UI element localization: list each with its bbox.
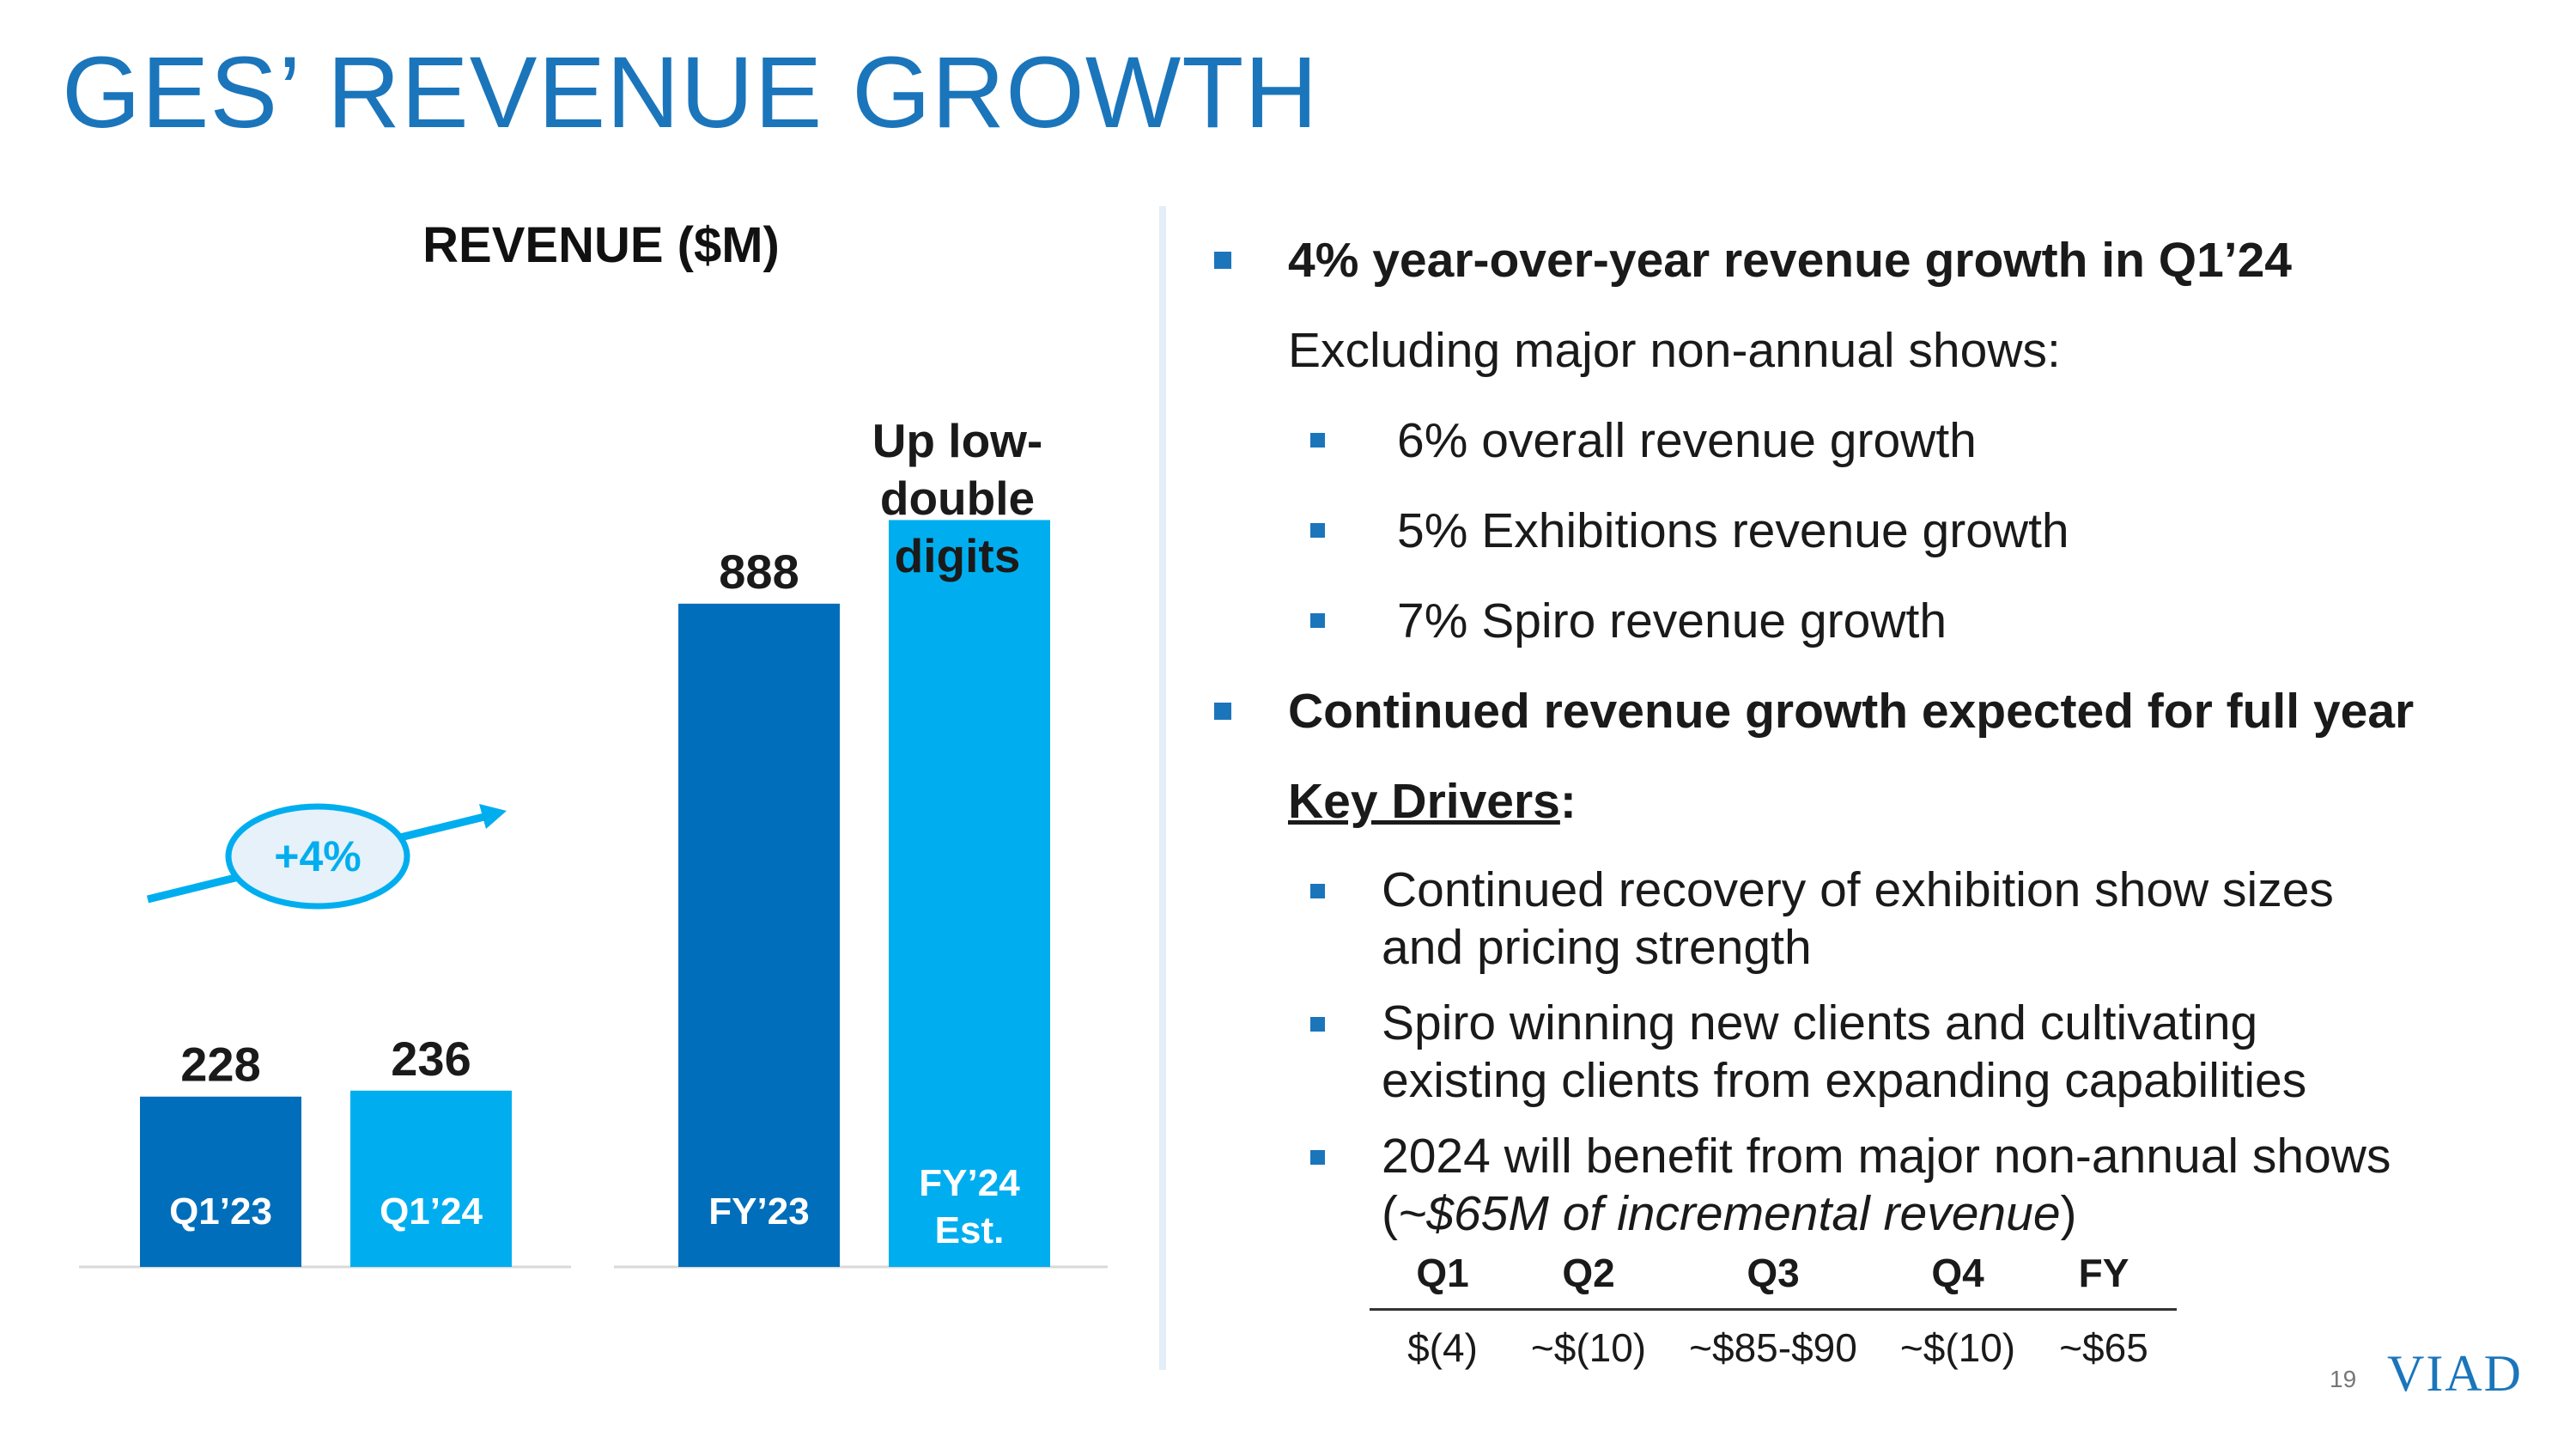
fy24-note-line2: double — [880, 472, 1035, 525]
driver-3-text: 2024 will benefit from major non-annual … — [1382, 1128, 2391, 1243]
bar-2 — [678, 603, 840, 1267]
category-label-1: Q1’24 — [380, 1190, 483, 1233]
table-cell: ~$(10) — [1899, 1325, 2016, 1370]
quarterly-impact-table: Q1 Q2 Q3 Q4 FY $(4) ~$(10) ~$85-$90 ~$(1… — [1370, 1250, 2177, 1371]
category-label-0: Q1’23 — [169, 1190, 272, 1233]
bullet-square-icon — [1214, 252, 1231, 269]
fy24-note-line3: digits — [895, 529, 1021, 582]
bullet-1: 4% year-over-year revenue growth in Q1’2… — [1214, 230, 2292, 290]
driver-1-line1: Continued recovery of exhibition show si… — [1382, 862, 2334, 917]
page-title: GES’ REVENUE GROWTH — [62, 36, 1319, 149]
driver-1-text: Continued recovery of exhibition show si… — [1382, 861, 2334, 977]
table-cell: ~$85-$90 — [1689, 1325, 1857, 1370]
table-header: Q3 — [1662, 1250, 1885, 1311]
driver-3: 2024 will benefit from major non-annual … — [1310, 1128, 2391, 1243]
table-header: FY — [2031, 1250, 2177, 1311]
driver-3-line1: 2024 will benefit from major non-annual … — [1382, 1129, 2391, 1184]
incremental-revenue: ~$65M of incremental revenue — [1397, 1186, 2061, 1241]
sub-bullet-2: 5% Exhibitions revenue growth — [1310, 501, 2069, 561]
table-cell: ~$65 — [2059, 1325, 2148, 1370]
category-label-3-0: FY’24 — [919, 1162, 1020, 1204]
sub-bullet-1-text: 6% overall revenue growth — [1397, 413, 1977, 468]
fy24-note-line1: Up low- — [872, 414, 1043, 467]
bar-1 — [350, 1090, 512, 1267]
bullet-2-text: Continued revenue growth expected for fu… — [1288, 684, 2415, 739]
key-drivers-label: Key Drivers — [1288, 774, 1560, 829]
viad-logo: VIAD — [2387, 1345, 2523, 1402]
bullet-square-icon — [1310, 433, 1325, 447]
category-label-3-1: Est. — [935, 1209, 1005, 1251]
driver-2-text: Spiro winning new clients and cultivatin… — [1382, 995, 2306, 1110]
growth-bubble-label: +4% — [274, 832, 361, 880]
value-label-0: 228 — [180, 1038, 260, 1092]
sub-bullet-1: 6% overall revenue growth — [1310, 411, 1977, 471]
bullet-square-icon — [1310, 613, 1325, 628]
driver-3-line2: (~$65M of incremental revenue) — [1382, 1185, 2391, 1243]
sub-bullet-2-text: 5% Exhibitions revenue growth — [1397, 503, 2069, 558]
bullet-square-icon — [1310, 523, 1325, 538]
key-drivers-heading: Key Drivers: — [1288, 771, 1577, 831]
sub-bullet-3: 7% Spiro revenue growth — [1310, 591, 1947, 651]
category-label-2: FY’23 — [708, 1190, 809, 1233]
bullet-square-icon — [1214, 703, 1231, 720]
sub-bullet-3-text: 7% Spiro revenue growth — [1397, 594, 1947, 648]
driver-2-line1: Spiro winning new clients and cultivatin… — [1382, 995, 2258, 1050]
bullet-square-icon — [1310, 1017, 1325, 1032]
vertical-divider — [1159, 206, 1166, 1370]
table-header-row: Q1 Q2 Q3 Q4 FY — [1370, 1250, 2177, 1311]
value-label-2: 888 — [719, 545, 799, 599]
excl-line: Excluding major non-annual shows: — [1288, 320, 2061, 381]
table-cell: ~$(10) — [1530, 1325, 1647, 1370]
driver-2-line2: existing clients from expanding capabili… — [1382, 1053, 2307, 1108]
excl-text: Excluding major non-annual shows: — [1288, 323, 2061, 378]
value-label-1: 236 — [391, 1032, 471, 1086]
table-row: $(4) ~$(10) ~$85-$90 ~$(10) ~$65 — [1370, 1310, 2177, 1372]
table-header: Q2 — [1516, 1250, 1662, 1311]
bar-3 — [889, 520, 1050, 1267]
revenue-chart: REVENUE ($M) 228 Q1’23 236 Q1’24 888 FY’23 FY’… — [79, 217, 1108, 1269]
bullet-1-text: 4% year-over-year revenue growth in Q1’2… — [1288, 233, 2293, 288]
paren-close: ) — [2060, 1186, 2077, 1241]
bullet-square-icon — [1310, 884, 1325, 898]
table-header: Q1 — [1370, 1250, 1516, 1311]
page-number: 19 — [2330, 1366, 2357, 1392]
key-drivers-colon: : — [1559, 774, 1577, 829]
growth-bubble — [225, 803, 410, 910]
bullet-2: Continued revenue growth expected for fu… — [1214, 681, 2414, 741]
bullet-square-icon — [1310, 1150, 1325, 1165]
chart-title: REVENUE ($M) — [422, 217, 780, 273]
driver-1-line2: and pricing strength — [1382, 920, 1812, 975]
driver-1: Continued recovery of exhibition show si… — [1310, 861, 2334, 977]
table-header: Q4 — [1885, 1250, 2031, 1311]
table-cell: $(4) — [1407, 1325, 1478, 1370]
paren-open: ( — [1382, 1186, 1398, 1241]
driver-2: Spiro winning new clients and cultivatin… — [1310, 995, 2306, 1110]
bar-0 — [140, 1096, 301, 1267]
